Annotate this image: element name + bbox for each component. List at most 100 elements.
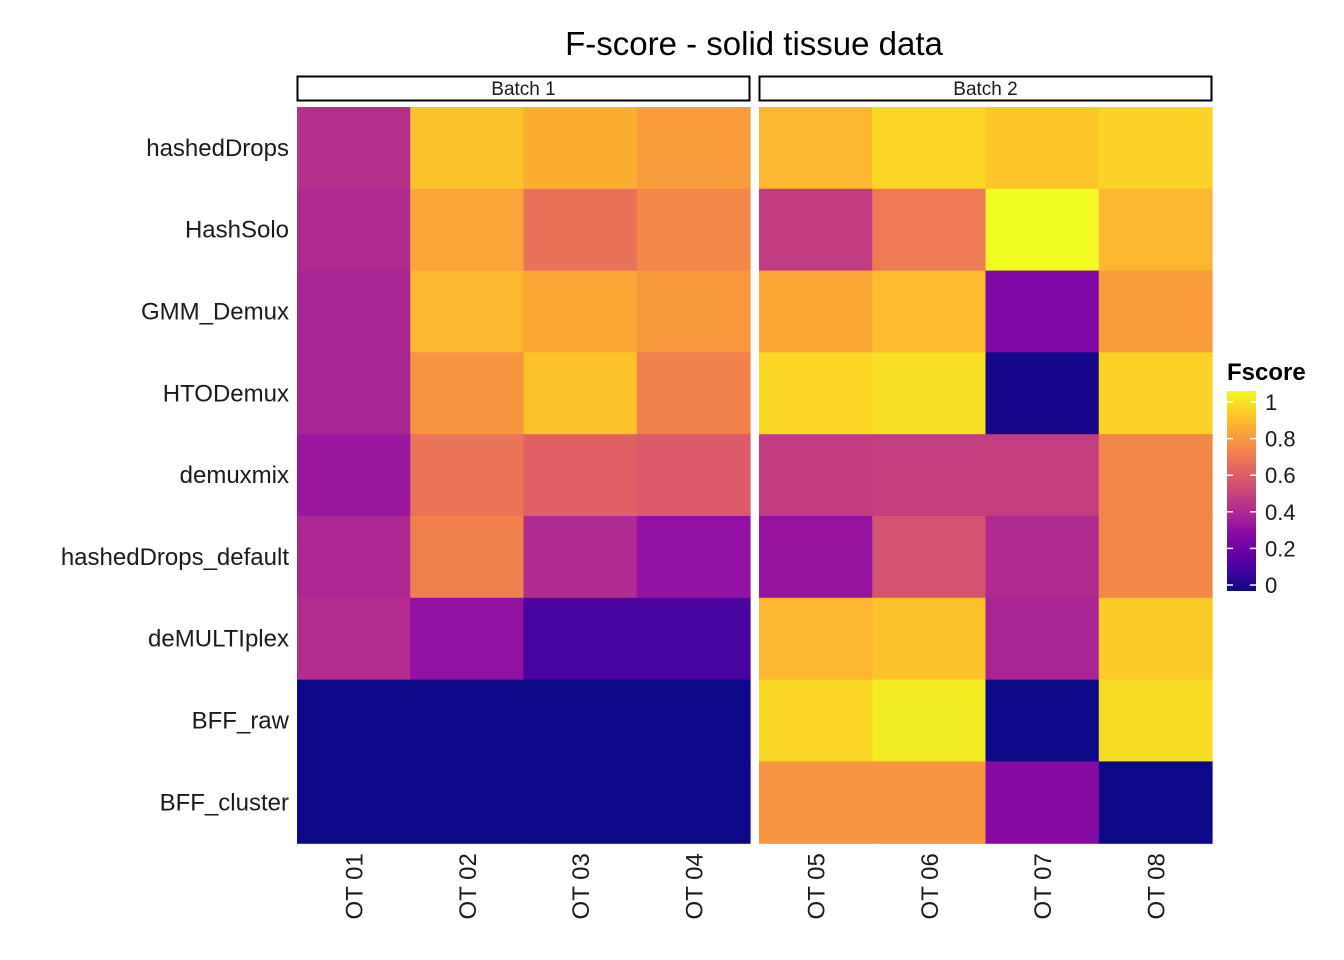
y-tick-label: hashedDrops [146, 135, 289, 162]
legend-tick-label: 0.2 [1265, 536, 1296, 561]
heatmap-cell [872, 516, 987, 599]
facet-strip [296, 75, 751, 102]
heatmap-cell [523, 597, 638, 681]
panel-1: Batch 1 OT 01 OT 02 OT 03 OT 04 [296, 75, 751, 919]
heatmap-cell [872, 188, 987, 272]
x-tick-label: OT 01 [342, 853, 369, 919]
heatmap-cell [523, 679, 638, 762]
heatmap-cell [985, 679, 1100, 762]
heatmap-cell [1098, 107, 1213, 190]
heatmap-cell [1098, 516, 1213, 599]
heatmap-cell [410, 434, 525, 517]
heatmap-cell [410, 352, 525, 435]
heatmap-cell [759, 188, 873, 272]
x-tick-label: OT 03 [568, 853, 595, 919]
heatmap-cell [297, 352, 411, 435]
heatmap-cell [636, 352, 751, 435]
y-tick-label: HashSolo [185, 217, 289, 244]
heatmap-cell [410, 270, 525, 353]
heatmap-cell [636, 270, 751, 353]
heatmap-cell [759, 516, 873, 599]
heatmap-cell [985, 516, 1100, 599]
heatmap-cell [1098, 188, 1213, 272]
heatmap-cell [523, 270, 638, 353]
heatmap-cell [410, 597, 525, 681]
panels-layer: Batch 1 OT 01 OT 02 OT 03 OT 04 Batch 2 OT 05 O… [296, 75, 1213, 919]
heatmap-cell [872, 352, 987, 435]
heatmap-cell [872, 679, 987, 762]
heatmap-cell [985, 107, 1100, 190]
heatmap-cell [872, 597, 987, 681]
heatmap-cell [985, 352, 1100, 435]
x-tick-label: OT 06 [917, 853, 944, 919]
heatmap-cell [410, 679, 525, 762]
y-tick-label: BFF_cluster [160, 789, 289, 816]
heatmap-cell [872, 434, 987, 517]
heatmap-cell [636, 679, 751, 762]
heatmap-cell [297, 679, 411, 762]
heatmap-cell [636, 188, 751, 272]
heatmap-cell [985, 597, 1100, 681]
y-tick-label: deMULTIplex [148, 626, 289, 653]
x-tick-label: OT 08 [1143, 853, 1170, 919]
heatmap-cell [1098, 434, 1213, 517]
heatmap-cell [410, 107, 525, 190]
panel-2: Batch 2 OT 05 OT 06 OT 07 OT 08 [758, 75, 1213, 919]
row-labels: hashedDrops HashSolo GMM_Demux HTODemux demu… [61, 135, 290, 816]
legend-tick-label: 0.8 [1265, 427, 1296, 452]
facet-strip [758, 75, 1213, 102]
heatmap-cell [297, 270, 411, 353]
heatmap-cell [523, 434, 638, 517]
heatmap-cell [985, 434, 1100, 517]
heatmap-cell [636, 434, 751, 517]
x-tick-label: OT 05 [804, 853, 831, 919]
chart-title: F-score - solid tissue data [565, 25, 943, 62]
heatmap-cell [523, 107, 638, 190]
heatmap-cell [636, 516, 751, 599]
heatmap-cell [985, 270, 1100, 353]
y-tick-label: demuxmix [180, 462, 289, 489]
x-tick-label: OT 07 [1030, 853, 1057, 919]
heatmap-cell [523, 761, 638, 844]
x-tick-label: OT 02 [455, 853, 482, 919]
legend-tick-label: 0.4 [1265, 500, 1296, 525]
heatmap-cell [297, 188, 411, 272]
heatmap-cell [985, 188, 1100, 272]
legend-tick-label: 0.6 [1265, 463, 1296, 488]
heatmap-cell [759, 597, 873, 681]
legend-title: Fscore [1227, 359, 1306, 386]
y-tick-label: BFF_raw [192, 708, 290, 735]
heatmap-cell [872, 761, 987, 844]
y-tick-label: hashedDrops_default [61, 544, 289, 571]
heatmap-cell [636, 597, 751, 681]
heatmap-cell [1098, 597, 1213, 681]
heatmap-cell [1098, 761, 1213, 844]
heatmap-cell [759, 107, 873, 190]
heatmap-cell [410, 188, 525, 272]
y-tick-label: HTODemux [163, 380, 289, 407]
heatmap-cell [636, 107, 751, 190]
heatmap-cell [297, 434, 411, 517]
heatmap-cell [297, 761, 411, 844]
heatmap-cell [1098, 679, 1213, 762]
heatmap-cell [410, 761, 525, 844]
heatmap-cell [523, 352, 638, 435]
heatmap-cell [297, 597, 411, 681]
heatmap-cell [759, 270, 873, 353]
heatmap-cell [759, 679, 873, 762]
heatmap-cell [759, 761, 873, 844]
heatmap-cell [1098, 352, 1213, 435]
heatmap-cell [985, 761, 1100, 844]
heatmap-cell [297, 516, 411, 599]
heatmap-cell [410, 516, 525, 599]
heatmap-cell [872, 107, 987, 190]
heatmap-cell [297, 107, 411, 190]
facet-strip-label: Batch 2 [953, 79, 1017, 100]
legend-tick-label: 0 [1265, 573, 1277, 598]
y-tick-label: GMM_Demux [141, 299, 289, 326]
legend-tick-label: 1 [1265, 390, 1277, 415]
heatmap-cell [523, 516, 638, 599]
heatmap-cell [636, 761, 751, 844]
